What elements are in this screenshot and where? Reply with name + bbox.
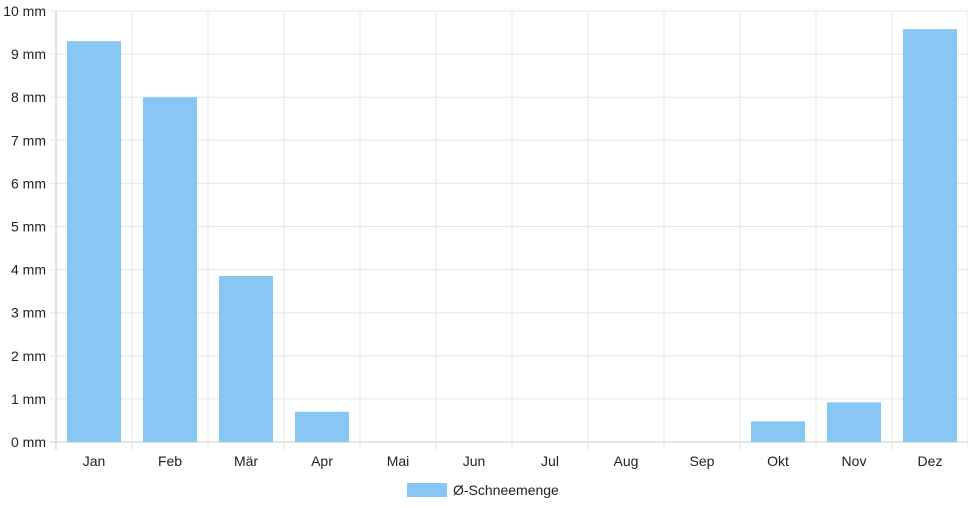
x-tick-label: Okt: [767, 453, 789, 469]
x-tick-label: Sep: [690, 453, 715, 469]
y-tick-label: 7 mm: [11, 132, 46, 148]
x-tick-label: Jan: [83, 453, 106, 469]
bar-dez[interactable]: [903, 29, 957, 443]
bar-okt[interactable]: [751, 421, 805, 442]
y-tick-label: 0 mm: [11, 434, 46, 450]
x-tick-label: Mai: [387, 453, 410, 469]
y-tick-label: 6 mm: [11, 175, 46, 191]
bar-apr[interactable]: [295, 411, 349, 442]
x-tick-label: Jun: [463, 453, 486, 469]
y-tick-label: 3 mm: [11, 305, 46, 321]
x-tick-label: Nov: [842, 453, 867, 469]
x-tick-label: Feb: [158, 453, 182, 469]
y-tick-label: 2 mm: [11, 348, 46, 364]
grid: [50, 10, 968, 450]
y-axis-ticks: 0 mm 1 mm 2 mm 3 mm 4 mm 5 mm 6 mm 7 mm 8 mm 9 mm…: [3, 3, 46, 450]
bar-feb[interactable]: [143, 97, 197, 442]
x-tick-label: Mär: [234, 453, 258, 469]
x-tick-label: Dez: [918, 453, 943, 469]
bar-jan[interactable]: [67, 41, 121, 443]
y-tick-label: 5 mm: [11, 219, 46, 235]
y-tick-label: 8 mm: [11, 89, 46, 105]
x-axis-ticks: Jan Feb Mär Apr Mai Jun Jul Aug Sep Okt Nov Dez: [83, 453, 943, 469]
y-tick-label: 4 mm: [11, 262, 46, 278]
legend-label: Ø-Schneemenge: [453, 482, 559, 498]
bar-nov[interactable]: [827, 402, 881, 442]
legend[interactable]: Ø-Schneemenge: [407, 482, 559, 498]
bars: [67, 29, 957, 443]
y-tick-label: 9 mm: [11, 46, 46, 62]
x-tick-label: Apr: [311, 453, 333, 469]
legend-swatch: [407, 483, 447, 497]
y-tick-label: 1 mm: [11, 391, 46, 407]
x-tick-label: Aug: [614, 453, 639, 469]
x-tick-label: Jul: [541, 453, 559, 469]
bar-mär[interactable]: [219, 276, 273, 442]
y-tick-label: 10 mm: [3, 3, 46, 19]
